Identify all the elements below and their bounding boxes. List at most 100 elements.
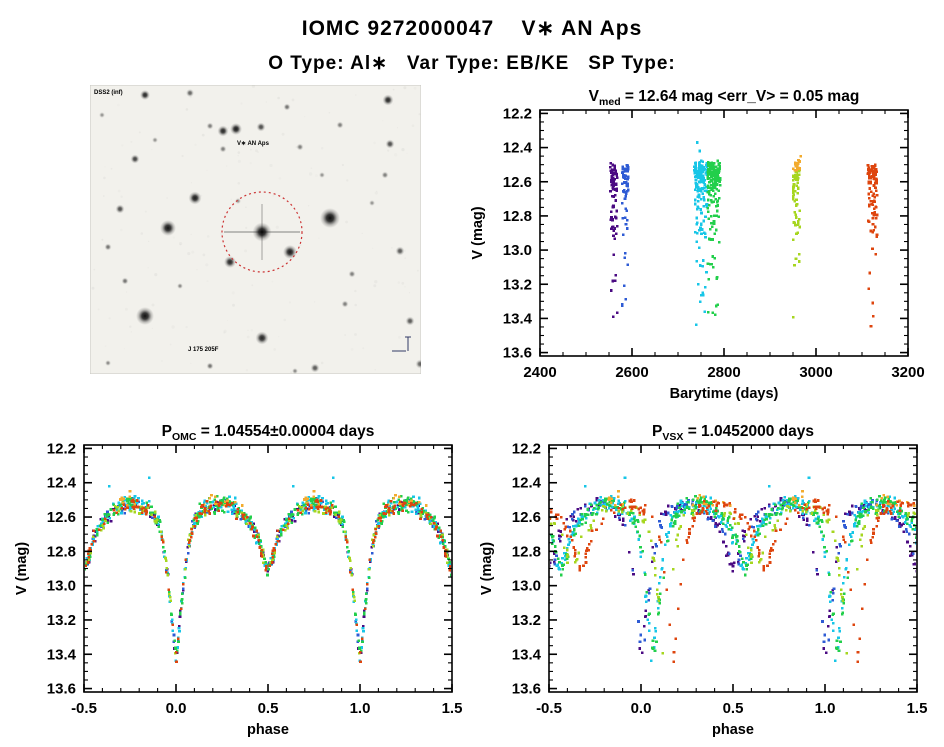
target-name-annotation: V∗ AN Aps <box>237 141 270 147</box>
page-subtitle: O Type: Al∗ Var Type: EB/KE SP Type: <box>268 53 676 74</box>
star <box>385 139 395 149</box>
y-tick-label: 12.2 <box>47 440 76 457</box>
y-axis-label: V (mag) <box>14 542 30 595</box>
star <box>235 198 241 204</box>
x-tick-label: 0.5 <box>258 700 279 717</box>
plot-frame <box>539 109 909 357</box>
star <box>104 243 112 251</box>
x-tick-label: 1.0 <box>350 700 371 717</box>
star <box>217 125 229 137</box>
star <box>405 316 415 326</box>
star <box>105 360 111 366</box>
x-tick-label: 0.0 <box>166 700 187 717</box>
y-tick-label: 13.2 <box>503 276 532 293</box>
star <box>283 103 291 111</box>
y-tick-label: 12.6 <box>503 174 532 191</box>
star <box>319 172 325 178</box>
x-tick-label: 0.5 <box>723 700 744 717</box>
plot-title: Vmed = 12.64 mag <err_V> = 0.05 mag <box>589 88 860 108</box>
y-tick-label: 13.0 <box>503 242 532 259</box>
star <box>256 122 266 132</box>
x-tick-label: -0.5 <box>536 700 562 717</box>
finder-chart-image: V∗ AN Aps DSS2 (inf) J 175 205F <box>90 85 421 374</box>
y-tick-label: 12.6 <box>47 509 76 526</box>
plot-title: PVSX = 1.0452000 days <box>652 423 814 443</box>
star <box>292 368 298 374</box>
x-tick-label: 0.0 <box>631 700 652 717</box>
y-tick-label: 13.2 <box>512 612 541 629</box>
star <box>381 171 389 179</box>
y-tick-label: 13.6 <box>512 681 541 698</box>
star <box>283 245 297 259</box>
star <box>136 307 154 325</box>
x-tick-label: 2400 <box>523 364 556 381</box>
star <box>255 331 269 345</box>
y-tick-label: 13.4 <box>503 310 533 327</box>
star <box>395 246 405 256</box>
y-axis-label: V (mag) <box>470 206 486 259</box>
data-points-phase_omc <box>85 476 451 664</box>
star <box>341 300 349 308</box>
star <box>99 112 105 118</box>
star <box>160 220 176 236</box>
page-title: IOMC 9272000047 V∗ AN Aps <box>301 17 643 40</box>
star <box>415 359 421 369</box>
y-tick-label: 13.6 <box>47 681 76 698</box>
y-tick-label: 12.2 <box>503 105 532 122</box>
star <box>188 191 202 205</box>
star <box>121 277 129 285</box>
orientation-compass-icon <box>392 336 411 352</box>
x-tick-label: 2800 <box>707 364 740 381</box>
y-tick-label: 13.4 <box>512 646 542 663</box>
star <box>230 123 242 135</box>
star <box>130 154 140 164</box>
data-points-timeseries <box>609 141 879 328</box>
x-tick-label: 1.5 <box>442 700 463 717</box>
y-tick-label: 13.0 <box>512 578 541 595</box>
star <box>219 145 227 153</box>
phase-folded-plot-vsx-period: -0.5 0.0 0.5 1.0 1.5 12.2 12.4 12.6 12.8 13.0 13.2… <box>479 423 928 738</box>
x-axis-label: phase <box>247 722 289 738</box>
x-axis-label: phase <box>712 722 754 738</box>
survey-name-annotation: DSS2 (inf) <box>94 90 123 96</box>
plot-title: POMC = 1.04554±0.00004 days <box>162 423 375 443</box>
star <box>224 256 236 268</box>
y-tick-label: 12.8 <box>503 208 532 225</box>
star <box>140 90 150 100</box>
target-marker-circle <box>221 191 303 273</box>
y-tick-label: 12.8 <box>47 543 76 560</box>
star <box>186 89 194 97</box>
y-tick-label: 13.2 <box>47 612 76 629</box>
star <box>296 143 304 151</box>
star <box>115 204 125 214</box>
x-axis-label: Barytime (days) <box>670 386 779 402</box>
x-tick-label: 3200 <box>891 364 924 381</box>
y-axis-label: V (mag) <box>479 542 495 595</box>
y-tick-label: 12.4 <box>47 475 77 492</box>
star <box>310 363 320 373</box>
star <box>206 362 214 370</box>
star <box>206 122 214 130</box>
star <box>336 121 344 129</box>
star <box>252 222 272 242</box>
y-tick-label: 12.4 <box>512 475 542 492</box>
star <box>152 137 158 143</box>
x-tick-label: 3000 <box>799 364 832 381</box>
y-tick-label: 13.0 <box>47 578 76 595</box>
plot-frame <box>548 444 918 693</box>
lightcurve-time-series-plot: 2400 2600 2800 3000 3200 12.2 12.4 12.6 12.8 13.0… <box>470 88 925 402</box>
y-tick-label: 12.2 <box>512 440 541 457</box>
y-tick-label: 12.8 <box>512 543 541 560</box>
star <box>369 200 375 206</box>
x-tick-label: -0.5 <box>71 700 97 717</box>
star <box>382 94 394 106</box>
film-grain <box>91 85 421 374</box>
y-tick-label: 13.4 <box>47 646 77 663</box>
coordinates-annotation: J 175 205F <box>188 347 219 353</box>
y-tick-label: 12.6 <box>512 509 541 526</box>
data-points-phase_vsx <box>550 476 916 664</box>
x-tick-label: 2600 <box>615 364 648 381</box>
y-tick-label: 12.4 <box>503 140 533 157</box>
x-tick-label: 1.5 <box>907 700 928 717</box>
